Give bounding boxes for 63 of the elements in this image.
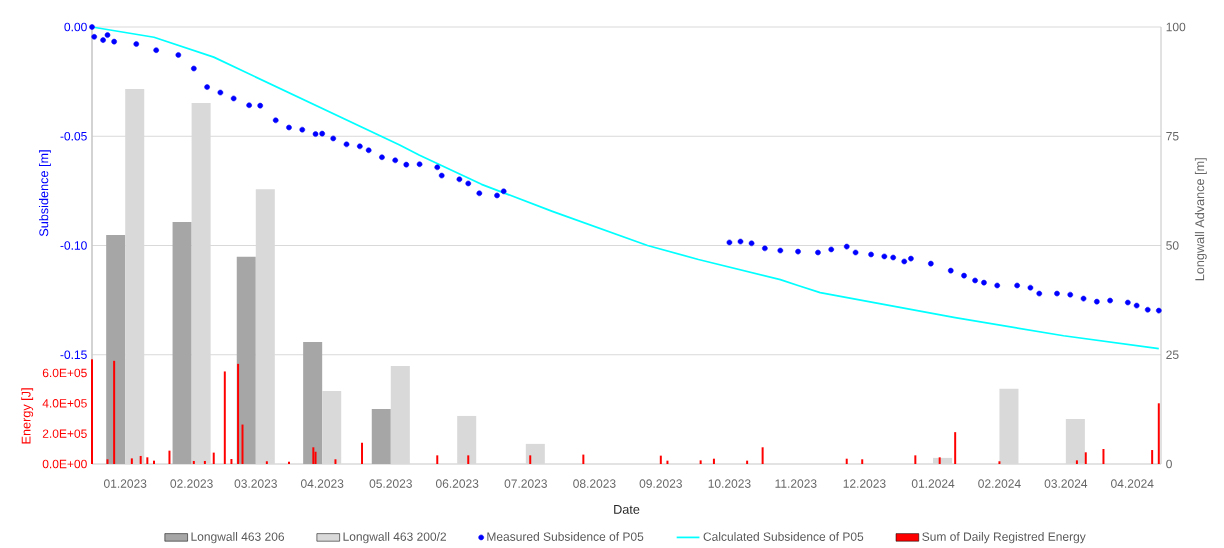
x-axis-title: Date	[614, 504, 640, 514]
y-tick-label: -0.05	[60, 131, 87, 141]
bar	[303, 342, 323, 464]
bar	[457, 415, 477, 464]
y3-axis-title: Energy [J]	[21, 388, 34, 444]
x-tick-label: 02.2023	[170, 479, 213, 488]
x-tick-label: 05.2023	[369, 479, 412, 488]
bar	[529, 455, 532, 464]
x-tick-label: 03.2023	[234, 479, 277, 488]
x-tick-label: 12.2023	[843, 479, 886, 488]
y-tick-label: -0.15	[60, 350, 87, 359]
y2-tick-label: 0	[1166, 459, 1172, 469]
x-tick-label: 04.2023	[300, 479, 344, 488]
y2-tick-label: 75	[1166, 132, 1179, 141]
y3-tick-label: 4.0E+05	[42, 399, 87, 408]
y2-tick-label: 100	[1166, 22, 1186, 32]
y3-tick-label: 2.0E+05	[42, 429, 87, 438]
bar	[371, 408, 391, 464]
x-tick-label: 11.2023	[775, 479, 817, 488]
bar	[168, 450, 171, 464]
bar	[322, 390, 342, 464]
x-tick-label: 06.2023	[435, 479, 479, 488]
y-tick-label: 0.00	[64, 22, 87, 32]
x-tick-label: 07.2023	[504, 479, 547, 488]
legend-label: Longwall 463 206	[191, 532, 285, 544]
x-tick-label: 08.2023	[573, 479, 616, 488]
bar	[1065, 418, 1085, 464]
bar	[172, 221, 192, 464]
bar	[467, 455, 470, 464]
bar	[236, 256, 256, 464]
bar	[998, 461, 1001, 464]
x-tick-label: 04.2024	[1111, 479, 1154, 488]
legend-label: Longwall 463 200/2	[343, 532, 447, 544]
legend-label: Measured Subsidence of P05	[487, 532, 644, 541]
bar	[999, 388, 1019, 464]
bar	[230, 458, 233, 464]
bar	[106, 234, 126, 464]
bar	[712, 458, 715, 464]
bar	[582, 454, 585, 464]
bar	[861, 459, 864, 464]
y-tick-label: -0.10	[60, 241, 87, 250]
bar	[390, 366, 410, 464]
x-tick-label: 03.2024	[1044, 479, 1088, 488]
bar	[933, 457, 953, 464]
y3-tick-label: 6.0E+05	[42, 368, 87, 378]
legend-label: Calculated Subsidence of P05	[703, 532, 864, 541]
bar	[525, 443, 545, 464]
x-tick-label: 09.2023	[639, 479, 682, 488]
legend-label: Sum of Daily Registred Energy	[922, 532, 1086, 544]
y-axis-title: Subsidence [m]	[38, 150, 51, 237]
y2-tick-label: 25	[1166, 350, 1179, 359]
y2-axis-title: Longwall Advance [m]	[1194, 158, 1207, 281]
bar	[761, 447, 764, 464]
x-tick-label: 01.2024	[911, 479, 955, 488]
y2-tick-label: 50	[1166, 241, 1179, 250]
bar	[914, 455, 917, 464]
x-tick-label: 01.2023	[103, 479, 147, 488]
y3-tick-label: 0.0E+00	[42, 459, 87, 469]
x-tick-label: 10.2023	[708, 479, 751, 488]
bar	[699, 460, 702, 464]
bar	[237, 363, 240, 464]
bar	[146, 457, 149, 464]
x-tick-label: 02.2024	[978, 479, 1021, 488]
